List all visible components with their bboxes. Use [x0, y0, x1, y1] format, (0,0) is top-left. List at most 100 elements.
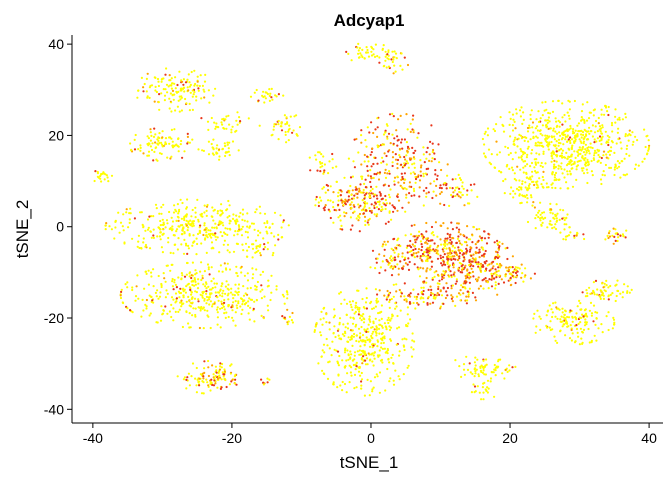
- scatter-point: [176, 83, 179, 87]
- scatter-point: [566, 170, 569, 173]
- scatter-point: [554, 227, 558, 231]
- scatter-point: [551, 212, 554, 215]
- scatter-point: [377, 300, 380, 303]
- scatter-point: [272, 251, 275, 255]
- scatter-point: [226, 243, 230, 246]
- scatter-point: [503, 377, 506, 380]
- scatter-point: [268, 99, 271, 102]
- scatter-point: [466, 193, 469, 196]
- scatter-point: [372, 162, 375, 166]
- scatter-point: [497, 269, 500, 272]
- scatter-point: [370, 300, 373, 303]
- scatter-point: [167, 241, 170, 244]
- scatter-point: [120, 290, 123, 293]
- scatter-point: [403, 155, 406, 159]
- scatter-point: [368, 315, 371, 318]
- scatter-point: [227, 114, 230, 117]
- scatter-point: [187, 220, 190, 223]
- scatter-point: [584, 153, 587, 156]
- scatter-point: [482, 255, 486, 258]
- scatter-point: [407, 257, 410, 260]
- scatter-point: [439, 238, 442, 241]
- scatter-point: [363, 194, 366, 197]
- scatter-point: [480, 239, 483, 242]
- scatter-point: [553, 159, 556, 162]
- scatter-point: [375, 194, 378, 197]
- scatter-point: [105, 222, 108, 225]
- scatter-point: [208, 298, 211, 301]
- scatter-point: [214, 365, 217, 368]
- scatter-point: [96, 170, 99, 174]
- scatter-point: [439, 192, 442, 195]
- scatter-point: [472, 275, 475, 278]
- scatter-point: [559, 330, 562, 333]
- scatter-point: [457, 222, 460, 225]
- scatter-point: [200, 242, 203, 245]
- scatter-point: [566, 157, 569, 160]
- scatter-point: [624, 236, 627, 239]
- scatter-point: [447, 265, 450, 268]
- scatter-point: [367, 174, 370, 177]
- scatter-point: [196, 232, 200, 236]
- scatter-point: [535, 135, 538, 138]
- scatter-point: [530, 152, 533, 155]
- scatter-point: [608, 149, 611, 152]
- scatter-point: [407, 166, 410, 169]
- scatter-point: [257, 249, 260, 252]
- scatter-point: [346, 372, 349, 375]
- scatter-point: [615, 142, 618, 145]
- scatter-point: [348, 300, 351, 303]
- scatter-point: [281, 293, 284, 296]
- scatter-point: [493, 129, 497, 133]
- scatter-point: [561, 116, 564, 119]
- scatter-point: [362, 188, 365, 192]
- scatter-point: [392, 142, 395, 145]
- scatter-point: [383, 347, 386, 350]
- scatter-point: [255, 88, 258, 92]
- scatter-point: [126, 307, 129, 310]
- scatter-point: [409, 239, 412, 243]
- scatter-point: [235, 265, 238, 268]
- scatter-point: [426, 237, 430, 240]
- scatter-point: [482, 369, 485, 372]
- scatter-point: [337, 334, 340, 337]
- scatter-point: [520, 137, 524, 140]
- scatter-point: [152, 228, 155, 231]
- scatter-point: [194, 290, 197, 293]
- scatter-point: [369, 320, 372, 323]
- scatter-point: [595, 339, 598, 342]
- scatter-point: [411, 118, 414, 121]
- scatter-point: [270, 232, 273, 235]
- scatter-point: [286, 323, 289, 326]
- scatter-point: [288, 124, 291, 127]
- scatter-point: [424, 172, 427, 175]
- scatter-point: [392, 379, 395, 382]
- scatter-point: [460, 375, 463, 378]
- scatter-point: [617, 236, 620, 239]
- scatter-point: [400, 172, 403, 175]
- scatter-point: [228, 204, 231, 207]
- scatter-point: [557, 144, 560, 147]
- scatter-point: [430, 291, 433, 294]
- scatter-point: [514, 136, 517, 139]
- scatter-point: [567, 155, 570, 158]
- scatter-point: [573, 236, 576, 239]
- scatter-point: [202, 327, 205, 330]
- scatter-point: [503, 192, 506, 195]
- scatter-point: [344, 326, 347, 329]
- scatter-point: [324, 204, 327, 207]
- scatter-point: [400, 141, 403, 144]
- scatter-point: [211, 286, 214, 290]
- scatter-point: [475, 368, 478, 371]
- scatter-point: [356, 308, 359, 311]
- scatter-point: [472, 265, 475, 268]
- scatter-point: [394, 307, 397, 310]
- scatter-point: [370, 203, 373, 206]
- scatter-point: [537, 120, 541, 124]
- scatter-point: [511, 169, 514, 172]
- scatter-point: [157, 139, 160, 142]
- scatter-point: [621, 296, 624, 299]
- scatter-point: [622, 235, 625, 238]
- scatter-point: [385, 123, 388, 126]
- scatter-point: [412, 114, 415, 117]
